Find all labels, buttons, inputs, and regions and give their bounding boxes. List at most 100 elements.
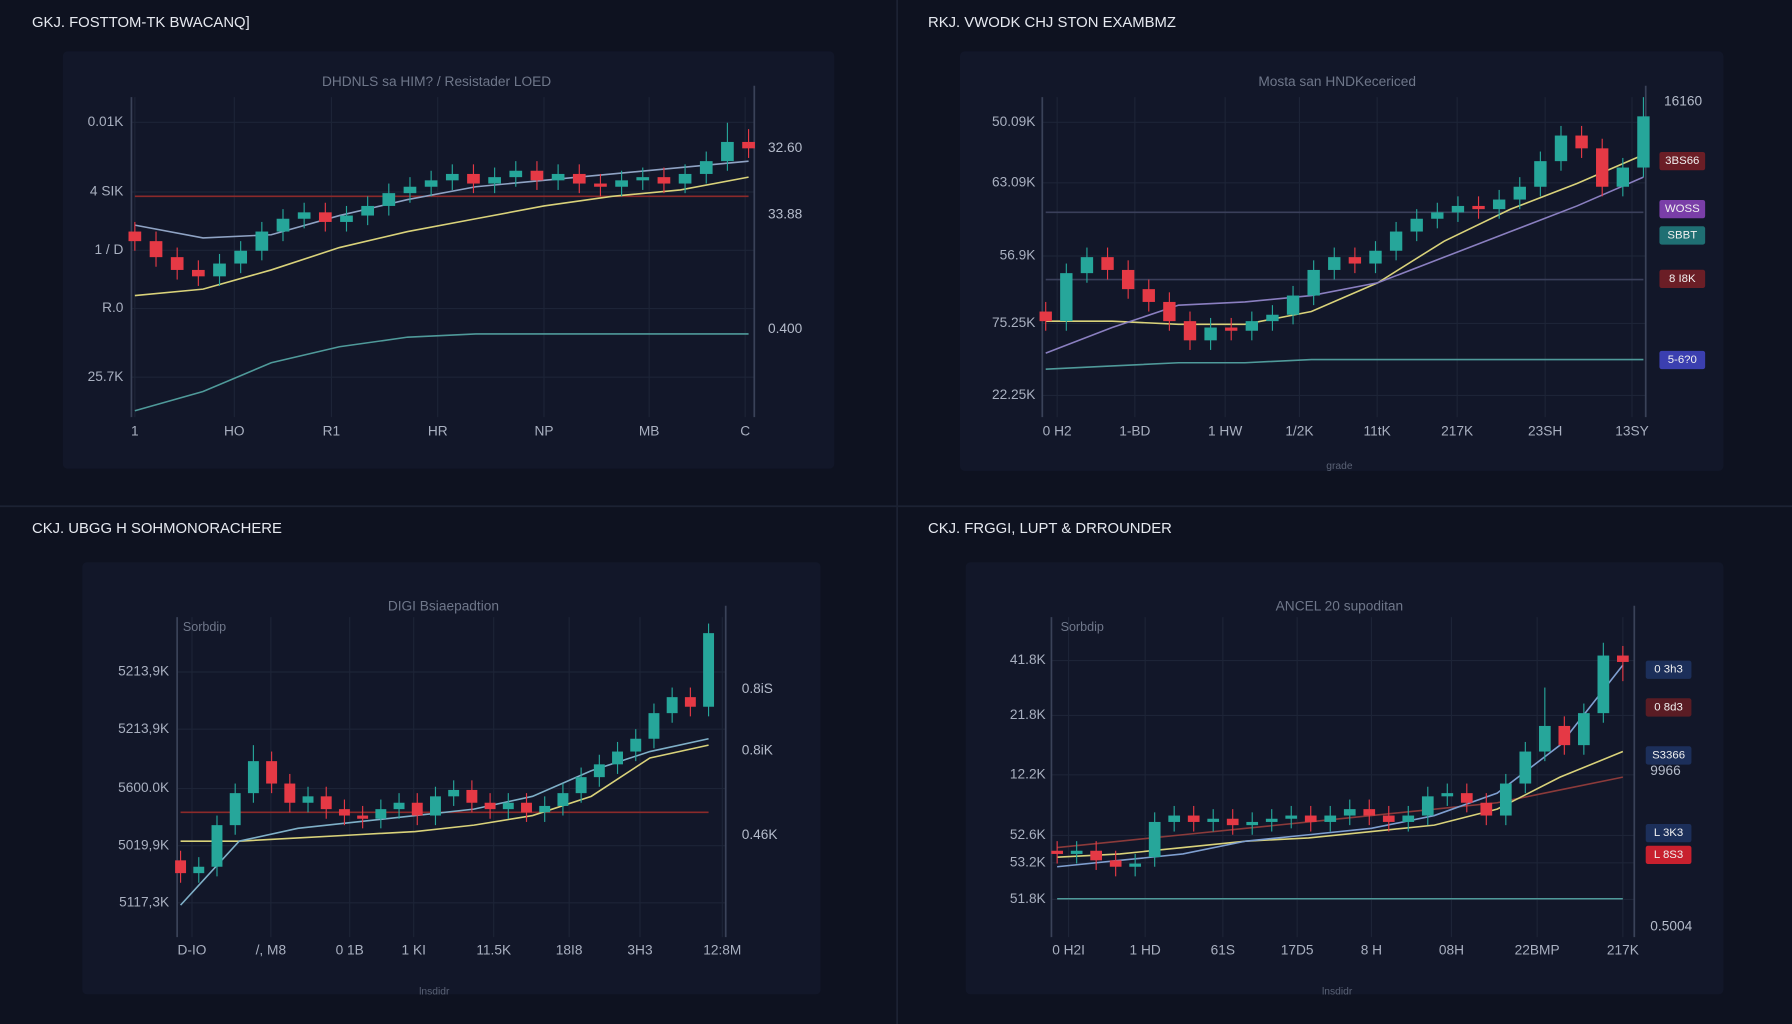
x-tick-label: NP bbox=[534, 424, 553, 439]
candle-body bbox=[703, 633, 715, 707]
candle-body bbox=[1637, 116, 1650, 168]
candle-body bbox=[1410, 218, 1423, 232]
candle-body bbox=[382, 193, 396, 206]
candle-body bbox=[742, 141, 755, 149]
right-label: L 3K3 bbox=[1654, 827, 1683, 839]
candle-body bbox=[1554, 135, 1568, 162]
candle-body bbox=[1090, 850, 1103, 861]
candle-body bbox=[530, 170, 544, 181]
footer-label: lnsdidr bbox=[1322, 987, 1353, 998]
y-tick-label: 5117,3K bbox=[119, 894, 169, 909]
candle-body bbox=[648, 713, 660, 739]
candle-body bbox=[1060, 273, 1073, 322]
indicator-line bbox=[180, 744, 709, 842]
x-tick-label: /, M8 bbox=[256, 942, 287, 957]
right-label: 5-6?0 bbox=[1668, 354, 1697, 366]
price-badge bbox=[1659, 269, 1706, 288]
candle-body bbox=[1363, 809, 1376, 816]
y-tick-label: 22.25K bbox=[992, 387, 1035, 402]
right-label: 8 I8K bbox=[1669, 273, 1696, 285]
y-tick-label: 50.09K bbox=[992, 114, 1035, 129]
candle-body bbox=[1328, 257, 1341, 270]
panel bbox=[62, 51, 835, 469]
x-tick-label: MB bbox=[639, 424, 660, 439]
candle-body bbox=[657, 177, 671, 184]
candle-body bbox=[149, 241, 163, 258]
x-tick-label: D-IO bbox=[178, 942, 207, 957]
y-tick-label: 51.8K bbox=[1010, 891, 1046, 906]
x-tick-label: 1/2K bbox=[1285, 424, 1313, 439]
y-tick-label: 5019,9K bbox=[118, 837, 169, 852]
candle-body bbox=[1080, 257, 1094, 274]
candle-body bbox=[557, 793, 569, 806]
candle-body bbox=[1286, 295, 1300, 315]
candle-body bbox=[1246, 821, 1259, 826]
right-label: 0.8iS bbox=[742, 681, 773, 696]
candle-body bbox=[1183, 321, 1197, 341]
candle-body bbox=[1577, 713, 1590, 746]
candle-body bbox=[1369, 250, 1382, 264]
right-label: WOSS bbox=[1665, 203, 1700, 215]
price-badge bbox=[1645, 660, 1692, 679]
candle-body bbox=[1168, 815, 1181, 822]
candle-body bbox=[615, 180, 628, 187]
chart-subtitle: ANCEL 20 supoditan bbox=[1276, 598, 1403, 613]
candle-body bbox=[411, 802, 423, 816]
y-tick-label: 5600.0K bbox=[118, 780, 169, 795]
candle-body bbox=[539, 805, 551, 813]
candle-body bbox=[403, 186, 417, 194]
x-tick-label: 1 KI bbox=[402, 942, 426, 957]
candle-body bbox=[276, 218, 290, 232]
x-tick-label: 12:8M bbox=[703, 942, 741, 957]
candle-body bbox=[502, 802, 514, 810]
right-label: 3BS66 bbox=[1665, 155, 1699, 167]
x-tick-label: 0 H2I bbox=[1052, 942, 1085, 957]
footer-label: grade bbox=[1326, 461, 1353, 472]
candle-body bbox=[630, 738, 642, 752]
candle-body bbox=[1039, 311, 1052, 322]
candle-body bbox=[1187, 815, 1200, 822]
candle-body bbox=[213, 263, 226, 277]
candle-body bbox=[1225, 327, 1238, 331]
candle-body bbox=[684, 697, 696, 707]
candle-body bbox=[593, 764, 605, 778]
candle-body bbox=[1324, 815, 1337, 822]
candle-body bbox=[1204, 327, 1217, 341]
panel bbox=[82, 562, 821, 995]
x-tick-label: 08H bbox=[1439, 942, 1464, 957]
price-badge bbox=[1659, 226, 1706, 245]
candle-body bbox=[211, 825, 223, 867]
candle-body bbox=[678, 173, 692, 184]
indicator-line bbox=[1045, 176, 1644, 354]
candle-body bbox=[1597, 655, 1610, 714]
y-tick-label: 75.25K bbox=[992, 315, 1035, 330]
candle-body bbox=[1480, 802, 1493, 816]
candle-body bbox=[1616, 167, 1630, 187]
indicator-line bbox=[1045, 358, 1644, 370]
candle-body bbox=[375, 809, 387, 819]
x-tick-label: 17D5 bbox=[1281, 942, 1314, 957]
candle-body bbox=[1070, 850, 1083, 854]
y-tick-label: 56.9K bbox=[1000, 248, 1036, 263]
candle-body bbox=[320, 796, 332, 810]
candle-body bbox=[1382, 815, 1395, 822]
candle-body bbox=[1304, 815, 1317, 822]
candle-body bbox=[1513, 186, 1526, 200]
y-tick-label: 21.8K bbox=[1010, 707, 1046, 722]
x-tick-label: 0 H2 bbox=[1043, 424, 1072, 439]
x-tick-label: 217K bbox=[1607, 942, 1639, 957]
indicator-line bbox=[134, 176, 749, 297]
right-label: 0.46K bbox=[742, 827, 778, 842]
candle-body bbox=[284, 783, 296, 803]
y-tick-label: 4 SIK bbox=[90, 184, 124, 199]
candle-body bbox=[266, 761, 278, 784]
right-label: 33.88 bbox=[768, 206, 803, 221]
candle-body bbox=[1348, 257, 1362, 264]
x-tick-label: 0 1B bbox=[336, 942, 364, 957]
right-label: 0.400 bbox=[768, 321, 803, 336]
candle-body bbox=[1538, 725, 1551, 752]
candle-body bbox=[1121, 269, 1135, 290]
candle-body bbox=[357, 815, 369, 819]
